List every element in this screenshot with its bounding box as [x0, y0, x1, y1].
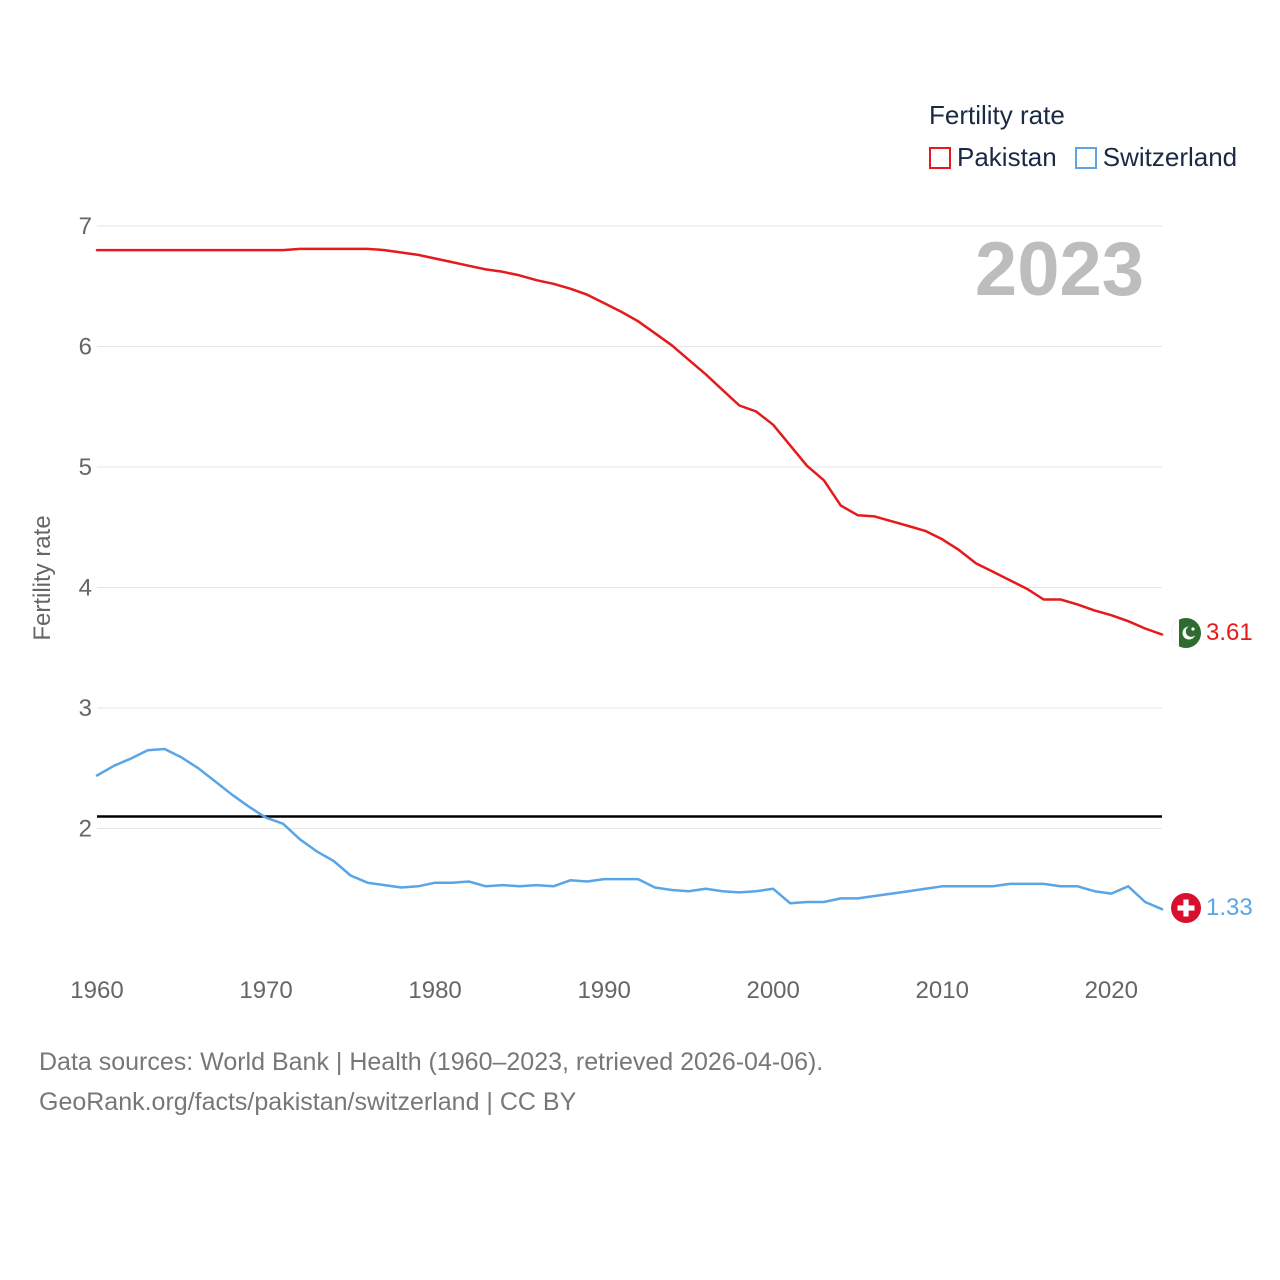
legend-label-switzerland: Switzerland — [1102, 142, 1238, 172]
x-tick-1960: 1960 — [70, 977, 123, 1004]
footer-sources: Data sources: World Bank | Health (1960–… — [39, 1048, 824, 1076]
x-tick-2020: 2020 — [1085, 977, 1138, 1004]
switzerland-end-value: 1.33 — [1206, 894, 1253, 921]
legend: Pakistan Switzerland — [929, 142, 1255, 173]
series-lines — [95, 247, 1164, 911]
y-tick-labels: 2 3 4 5 6 7 — [79, 213, 92, 843]
series-line-pakistan — [95, 247, 1164, 636]
x-tick-1990: 1990 — [577, 977, 630, 1004]
year-label: 2023 — [974, 227, 1144, 312]
grid-lines — [97, 225, 1162, 829]
y-tick-7: 7 — [79, 213, 92, 240]
y-tick-5: 5 — [79, 454, 92, 481]
footer-attribution[interactable]: GeoRank.org/facts/pakistan/switzerland |… — [39, 1088, 577, 1116]
legend-swatch-switzerland — [1074, 146, 1097, 169]
y-tick-4: 4 — [79, 575, 92, 602]
footer: Data sources: World Bank | Health (1960–… — [39, 1042, 823, 1122]
x-tick-2010: 2010 — [916, 977, 969, 1004]
x-tick-2000: 2000 — [746, 977, 799, 1004]
legend-label-pakistan: Pakistan — [957, 142, 1057, 172]
legend-swatch-pakistan — [929, 146, 951, 169]
y-tick-3: 3 — [79, 695, 92, 722]
y-tick-2: 2 — [79, 816, 92, 843]
y-tick-6: 6 — [79, 334, 92, 361]
x-tick-1980: 1980 — [408, 977, 461, 1004]
series-line-switzerland — [95, 747, 1164, 911]
pakistan-end-value: 3.61 — [1206, 619, 1253, 646]
legend-item-pakistan[interactable]: Pakistan — [929, 142, 1057, 173]
switzerland-flag-icon — [1171, 893, 1201, 923]
legend-item-switzerland[interactable]: Switzerland — [1074, 142, 1238, 173]
pakistan-flag-icon — [1171, 618, 1201, 648]
x-tick-1970: 1970 — [239, 977, 292, 1004]
x-tick-labels: 1960 1970 1980 1990 2000 2010 2020 — [70, 977, 1138, 1004]
legend-title: Fertility rate — [929, 100, 1065, 130]
